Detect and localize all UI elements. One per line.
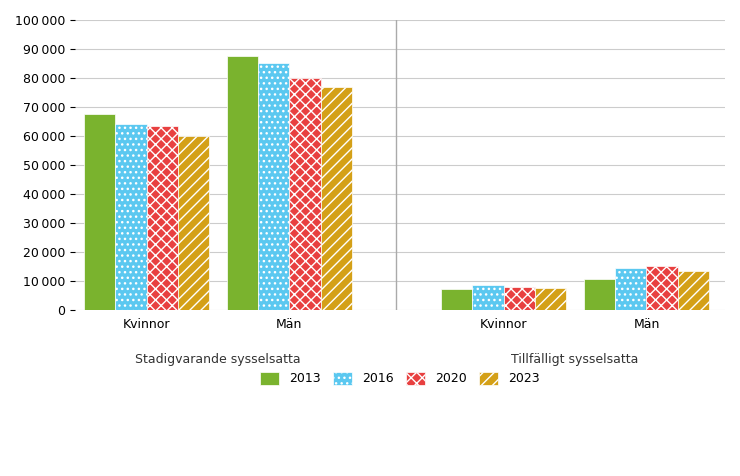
Text: Tillfälligt sysselsatta: Tillfälligt sysselsatta xyxy=(511,353,639,366)
Bar xyxy=(647,266,678,310)
Text: Stadigvarande sysselsatta: Stadigvarande sysselsatta xyxy=(135,353,300,366)
Legend: 2013, 2016, 2020, 2023: 2013, 2016, 2020, 2023 xyxy=(255,367,545,390)
Bar xyxy=(504,287,535,310)
Bar xyxy=(615,268,647,310)
Bar xyxy=(84,114,115,310)
Bar xyxy=(115,124,147,310)
Bar xyxy=(678,270,709,310)
Bar xyxy=(441,289,472,310)
Bar xyxy=(147,126,178,310)
Bar xyxy=(226,56,258,310)
Bar xyxy=(289,78,320,310)
Bar xyxy=(535,288,566,310)
Bar xyxy=(472,285,504,310)
Bar xyxy=(258,63,289,310)
Bar xyxy=(178,136,209,310)
Bar xyxy=(320,87,352,310)
Bar xyxy=(584,279,615,310)
